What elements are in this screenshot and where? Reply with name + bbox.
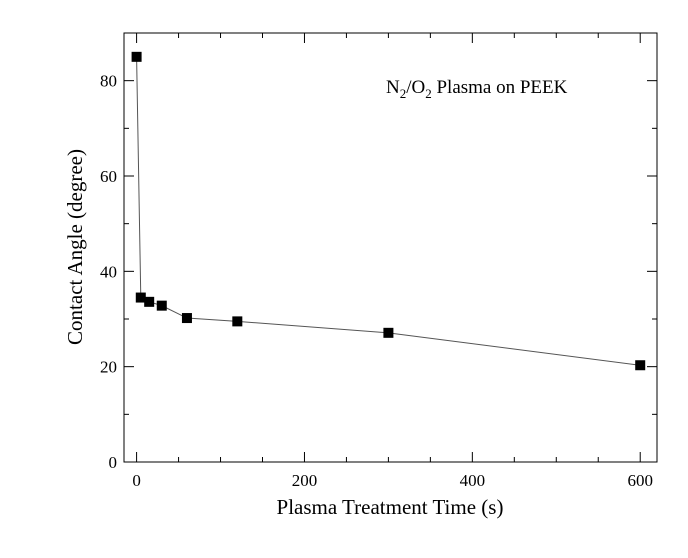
x-axis-title: Plasma Treatment Time (s) [277, 495, 504, 519]
series-line-group [136, 56, 641, 366]
x-tick-label: 200 [292, 471, 318, 490]
data-point [635, 360, 646, 371]
annotation-prefix: N [386, 77, 400, 98]
x-tick-label: 0 [132, 471, 141, 490]
axis-tick-labels: 0 200 400 600 0 20 40 60 80 [100, 72, 653, 490]
data-point [181, 313, 192, 324]
data-point [135, 292, 146, 303]
series-line [136, 56, 641, 366]
series-points-group [131, 51, 646, 371]
data-point [131, 51, 142, 62]
data-point [144, 296, 155, 307]
annotation-suffix: Plasma on PEEK [432, 77, 568, 98]
y-tick-label: 60 [100, 167, 117, 186]
annotation-mid: /O [406, 77, 425, 98]
y-axis-title: Contact Angle (degree) [63, 149, 87, 345]
data-point [156, 300, 167, 311]
annotation-sub2: 2 [425, 86, 432, 101]
y-tick-label: 20 [100, 358, 117, 377]
y-tick-label: 0 [109, 453, 118, 472]
plot-frame [123, 32, 658, 463]
data-point [232, 316, 243, 327]
y-tick-label: 40 [100, 262, 117, 281]
x-tick-label: 400 [460, 471, 486, 490]
axis-ticks [124, 32, 657, 463]
plot-annotation: N2/O2 Plasma on PEEK [386, 77, 568, 101]
data-point [383, 327, 394, 338]
annotation-sub1: 2 [400, 86, 407, 101]
x-tick-label: 600 [627, 471, 653, 490]
y-tick-label: 80 [100, 72, 117, 91]
